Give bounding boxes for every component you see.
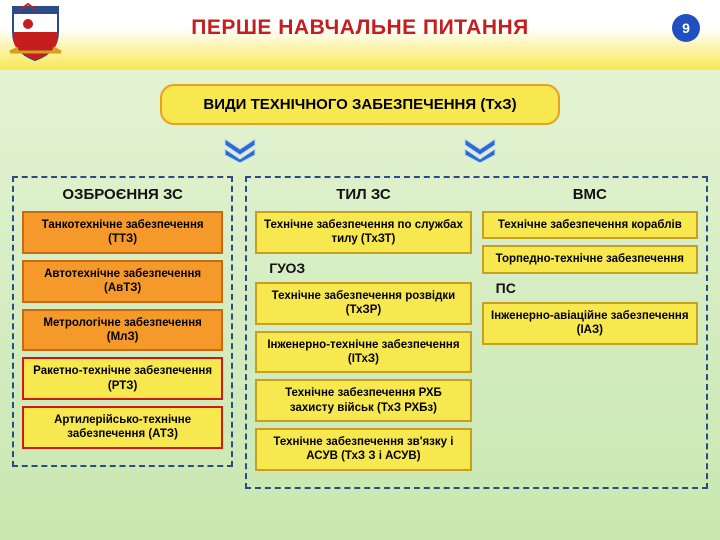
- left-box-1: Автотехнічне забезпечення (АвТЗ): [22, 260, 223, 303]
- sub-right-box-0-0: Технічне забезпечення кораблів: [482, 211, 698, 239]
- main-banner-text: ВИДИ ТЕХНІЧНОГО ЗАБЕЗПЕЧЕННЯ (ТхЗ): [203, 96, 516, 113]
- chevron-down-icon: [463, 137, 497, 168]
- sub-right-box-1-0: Інженерно-авіаційне забезпечення (ІАЗ): [482, 302, 698, 345]
- columns: ОЗБРОЄННЯ ЗС Танкотехнічне забезпечення …: [0, 176, 720, 499]
- sub-left-box-0-0: Технічне забезпечення по службах тилу (Т…: [255, 211, 471, 254]
- header-band: ПЕРШЕ НАВЧАЛЬНЕ ПИТАННЯ 9: [0, 0, 720, 70]
- left-box-0: Танкотехнічне забезпечення (ТТЗ): [22, 211, 223, 254]
- left-box-4: Артилерійсько-технічне забезпечення (АТЗ…: [22, 406, 223, 449]
- sub-left-subhead-1: ГУОЗ: [269, 260, 471, 276]
- sub-left-box-1-2: Технічне забезпечення РХБ захисту військ…: [255, 379, 471, 422]
- sub-right-column: ВМС Технічне забезпечення кораблів Торпед…: [482, 186, 698, 477]
- page-title: ПЕРШЕ НАВЧАЛЬНЕ ПИТАННЯ: [0, 0, 720, 40]
- sub-right-subhead-1: ПС: [496, 280, 698, 296]
- sub-right-heading: ВМС: [482, 186, 698, 203]
- right-column: ТИЛ ЗС Технічне забезпечення по службах …: [245, 176, 708, 489]
- page-number-badge: 9: [672, 14, 700, 42]
- sub-left-column: ТИЛ ЗС Технічне забезпечення по службах …: [255, 186, 471, 477]
- main-banner: ВИДИ ТЕХНІЧНОГО ЗАБЕЗПЕЧЕННЯ (ТхЗ): [160, 84, 560, 125]
- shield-logo: [8, 2, 63, 62]
- chevron-down-icon: [223, 137, 257, 168]
- chevrons-row: [0, 135, 720, 176]
- sub-left-box-1-0: Технічне забезпечення розвідки (ТхЗР): [255, 282, 471, 325]
- sub-left-box-1-3: Технічне забезпечення зв'язку і АСУВ (Тх…: [255, 428, 471, 471]
- sub-left-box-1-1: Інженерно-технічне забезпечення (ІТхЗ): [255, 331, 471, 374]
- left-column: ОЗБРОЄННЯ ЗС Танкотехнічне забезпечення …: [12, 176, 233, 467]
- left-box-3: Ракетно-технічне забезпечення (РТЗ): [22, 357, 223, 400]
- left-column-heading: ОЗБРОЄННЯ ЗС: [22, 186, 223, 203]
- left-box-2: Метрологічне забезпечення (МлЗ): [22, 309, 223, 352]
- sub-left-heading: ТИЛ ЗС: [255, 186, 471, 203]
- sub-right-box-0-1: Торпедно-технічне забезпечення: [482, 245, 698, 273]
